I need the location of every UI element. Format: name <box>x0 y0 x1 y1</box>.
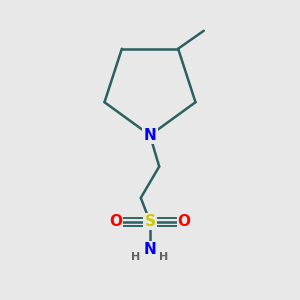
Text: S: S <box>145 214 155 229</box>
Text: N: N <box>144 128 156 143</box>
Text: H: H <box>131 253 141 262</box>
Text: O: O <box>109 214 122 229</box>
Text: O: O <box>178 214 191 229</box>
Text: H: H <box>159 253 169 262</box>
Text: N: N <box>144 242 156 257</box>
